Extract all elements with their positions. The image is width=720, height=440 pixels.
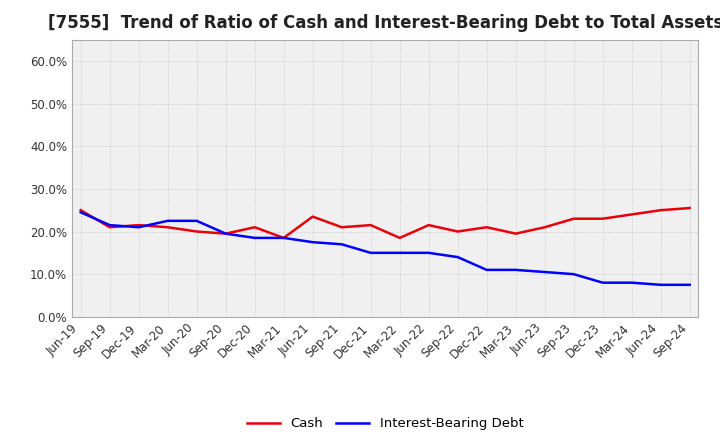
Interest-Bearing Debt [251, 235, 259, 241]
Cash [105, 224, 114, 230]
Cash [511, 231, 520, 236]
Interest-Bearing Debt [685, 282, 694, 287]
Cash [657, 208, 665, 213]
Interest-Bearing Debt [338, 242, 346, 247]
Cash [163, 224, 172, 230]
Cash [598, 216, 607, 221]
Interest-Bearing Debt [221, 231, 230, 236]
Cash [627, 212, 636, 217]
Legend: Cash, Interest-Bearing Debt: Cash, Interest-Bearing Debt [241, 412, 529, 436]
Cash [192, 229, 201, 234]
Cash [366, 223, 375, 228]
Interest-Bearing Debt [366, 250, 375, 256]
Cash [76, 208, 85, 213]
Interest-Bearing Debt [627, 280, 636, 285]
Cash [135, 223, 143, 228]
Cash [308, 214, 317, 219]
Interest-Bearing Debt [279, 235, 288, 241]
Cash [482, 224, 491, 230]
Interest-Bearing Debt [570, 271, 578, 277]
Cash [251, 224, 259, 230]
Interest-Bearing Debt [163, 218, 172, 224]
Cash [279, 235, 288, 241]
Interest-Bearing Debt [541, 269, 549, 275]
Cash [424, 223, 433, 228]
Interest-Bearing Debt [395, 250, 404, 256]
Cash [570, 216, 578, 221]
Interest-Bearing Debt [511, 267, 520, 272]
Interest-Bearing Debt [598, 280, 607, 285]
Interest-Bearing Debt [454, 254, 462, 260]
Interest-Bearing Debt [308, 239, 317, 245]
Interest-Bearing Debt [76, 210, 85, 215]
Interest-Bearing Debt [657, 282, 665, 287]
Cash [395, 235, 404, 241]
Cash [221, 231, 230, 236]
Cash [685, 205, 694, 211]
Interest-Bearing Debt [105, 223, 114, 228]
Interest-Bearing Debt [482, 267, 491, 272]
Title: [7555]  Trend of Ratio of Cash and Interest-Bearing Debt to Total Assets: [7555] Trend of Ratio of Cash and Intere… [48, 15, 720, 33]
Cash [454, 229, 462, 234]
Interest-Bearing Debt [424, 250, 433, 256]
Cash [541, 224, 549, 230]
Cash [338, 224, 346, 230]
Interest-Bearing Debt [192, 218, 201, 224]
Line: Interest-Bearing Debt: Interest-Bearing Debt [81, 213, 690, 285]
Interest-Bearing Debt [135, 224, 143, 230]
Line: Cash: Cash [81, 208, 690, 238]
